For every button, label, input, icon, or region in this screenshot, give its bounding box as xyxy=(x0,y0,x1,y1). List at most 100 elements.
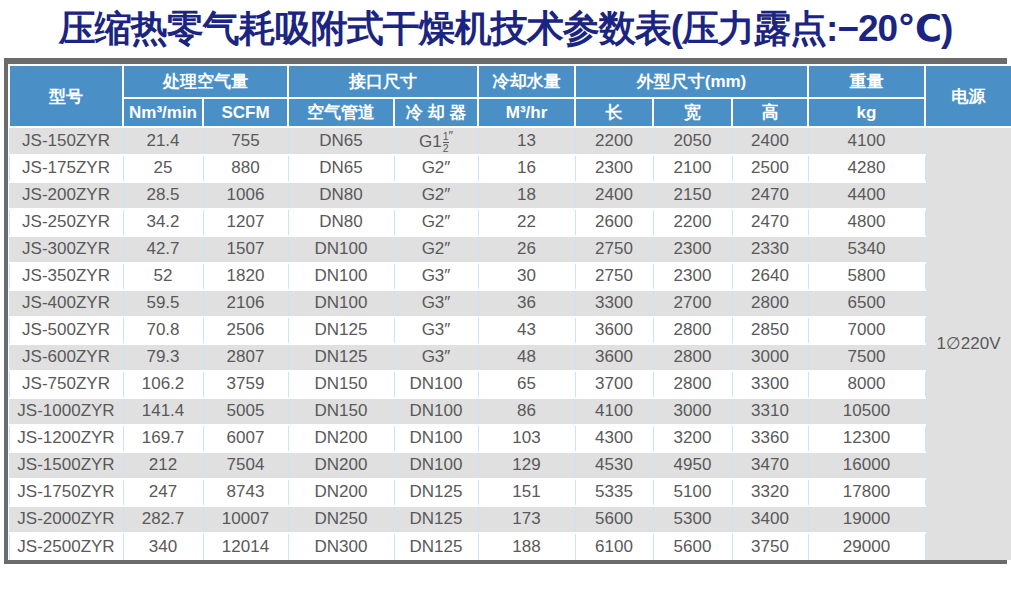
cell-nm3-min: 70.8 xyxy=(123,317,203,344)
cell-nm3-min: 52 xyxy=(123,263,203,290)
cell-cooler: DN100 xyxy=(394,371,478,398)
cell-height: 3300 xyxy=(732,371,808,398)
col-header-power: 电源 xyxy=(925,65,1011,127)
cell-air-pipe: DN100 xyxy=(288,263,394,290)
cell-scfm: 12014 xyxy=(203,533,288,560)
cell-model: JS-1500ZYR xyxy=(9,452,123,479)
cell-air-pipe: DN100 xyxy=(288,290,394,317)
cell-weight: 19000 xyxy=(808,506,925,533)
col-header-nm3-min: Nm³/min xyxy=(123,98,203,127)
cell-weight: 4400 xyxy=(808,182,925,209)
cell-nm3-min: 282.7 xyxy=(123,506,203,533)
cell-weight: 29000 xyxy=(808,533,925,560)
col-header-interface: 接口尺寸 xyxy=(288,65,478,98)
col-header-height: 高 xyxy=(732,98,808,127)
cell-cooler: G112″ xyxy=(394,127,478,155)
cell-nm3-min: 25 xyxy=(123,155,203,182)
cell-length: 5335 xyxy=(575,479,653,506)
table-row: JS-250ZYR34.21207DN80G2″2226002200247048… xyxy=(9,209,1011,236)
cell-model: JS-1000ZYR xyxy=(9,398,123,425)
cell-width: 3000 xyxy=(653,398,732,425)
cell-cooling-water: 30 xyxy=(478,263,575,290)
cell-length: 3300 xyxy=(575,290,653,317)
cell-width: 2200 xyxy=(653,209,732,236)
cell-width: 2100 xyxy=(653,155,732,182)
cell-air-pipe: DN150 xyxy=(288,398,394,425)
cell-width: 2800 xyxy=(653,317,732,344)
cell-nm3-min: 79.3 xyxy=(123,344,203,371)
cell-weight: 4280 xyxy=(808,155,925,182)
cell-width: 2700 xyxy=(653,290,732,317)
cell-weight: 7500 xyxy=(808,344,925,371)
cell-model: JS-2000ZYR xyxy=(9,506,123,533)
col-header-dimensions: 外型尺寸(mm) xyxy=(575,65,808,98)
table-row: JS-175ZYR25880DN65G2″162300210025004280 xyxy=(9,155,1011,182)
cell-scfm: 5005 xyxy=(203,398,288,425)
cell-cooling-water: 22 xyxy=(478,209,575,236)
cell-cooler: DN100 xyxy=(394,452,478,479)
cell-height: 3000 xyxy=(732,344,808,371)
cell-air-pipe: DN65 xyxy=(288,155,394,182)
table-row: JS-1000ZYR141.45005DN150DN10086410030003… xyxy=(9,398,1011,425)
cell-model: JS-750ZYR xyxy=(9,371,123,398)
cell-height: 2850 xyxy=(732,317,808,344)
table-row: JS-2500ZYR34012014DN300DN125188610056003… xyxy=(9,533,1011,560)
cell-model: JS-1200ZYR xyxy=(9,425,123,452)
cell-air-pipe: DN250 xyxy=(288,506,394,533)
cell-nm3-min: 340 xyxy=(123,533,203,560)
col-header-cooler: 冷 却 器 xyxy=(394,98,478,127)
cell-weight: 6500 xyxy=(808,290,925,317)
cell-cooling-water: 103 xyxy=(478,425,575,452)
cell-cooling-water: 86 xyxy=(478,398,575,425)
cell-scfm: 880 xyxy=(203,155,288,182)
cell-cooler: G2″ xyxy=(394,209,478,236)
cell-model: JS-150ZYR xyxy=(9,127,123,155)
cell-length: 2750 xyxy=(575,263,653,290)
cell-cooling-water: 65 xyxy=(478,371,575,398)
cell-length: 4100 xyxy=(575,398,653,425)
cell-scfm: 10007 xyxy=(203,506,288,533)
col-header-length: 长 xyxy=(575,98,653,127)
cell-height: 3470 xyxy=(732,452,808,479)
cell-air-pipe: DN65 xyxy=(288,127,394,155)
cell-model: JS-200ZYR xyxy=(9,182,123,209)
cell-air-pipe: DN200 xyxy=(288,425,394,452)
cell-height: 3750 xyxy=(732,533,808,560)
cell-cooler: G3″ xyxy=(394,290,478,317)
cell-scfm: 6007 xyxy=(203,425,288,452)
cell-length: 4300 xyxy=(575,425,653,452)
table-row: JS-350ZYR521820DN100G3″30275023002640580… xyxy=(9,263,1011,290)
table-row: JS-150ZYR21.4755DN65G112″132200205024004… xyxy=(9,127,1011,155)
col-header-air-volume: 处理空气量 xyxy=(123,65,288,98)
spec-table: 型号 处理空气量 接口尺寸 冷却水量 外型尺寸(mm) 重量 电源 Nm³/mi… xyxy=(8,64,1011,560)
cell-power-supply: 1∅220V xyxy=(925,127,1011,560)
cell-cooling-water: 43 xyxy=(478,317,575,344)
cell-length: 6100 xyxy=(575,533,653,560)
cell-width: 2300 xyxy=(653,263,732,290)
table-row: JS-400ZYR59.52106DN100G3″363300270028006… xyxy=(9,290,1011,317)
col-header-cooling-water: 冷却水量 xyxy=(478,65,575,98)
cell-cooler: G3″ xyxy=(394,317,478,344)
table-row: JS-300ZYR42.71507DN100G2″262750230023305… xyxy=(9,236,1011,263)
col-header-air-pipe: 空气管道 xyxy=(288,98,394,127)
cell-scfm: 1507 xyxy=(203,236,288,263)
cell-cooling-water: 26 xyxy=(478,236,575,263)
cell-nm3-min: 28.5 xyxy=(123,182,203,209)
cell-height: 3320 xyxy=(732,479,808,506)
cell-weight: 10500 xyxy=(808,398,925,425)
cell-length: 2300 xyxy=(575,155,653,182)
cell-cooler: DN100 xyxy=(394,425,478,452)
cell-weight: 7000 xyxy=(808,317,925,344)
cell-length: 3700 xyxy=(575,371,653,398)
cell-height: 2400 xyxy=(732,127,808,155)
cell-weight: 4800 xyxy=(808,209,925,236)
col-header-m3-hr: M³/hr xyxy=(478,98,575,127)
cell-height: 2500 xyxy=(732,155,808,182)
cell-scfm: 755 xyxy=(203,127,288,155)
table-row: JS-1500ZYR2127504DN200DN1001294530495034… xyxy=(9,452,1011,479)
cell-nm3-min: 169.7 xyxy=(123,425,203,452)
table-row: JS-750ZYR106.23759DN150DN100653700280033… xyxy=(9,371,1011,398)
table-row: JS-2000ZYR282.710007DN250DN1251735600530… xyxy=(9,506,1011,533)
cell-model: JS-250ZYR xyxy=(9,209,123,236)
cell-cooling-water: 173 xyxy=(478,506,575,533)
